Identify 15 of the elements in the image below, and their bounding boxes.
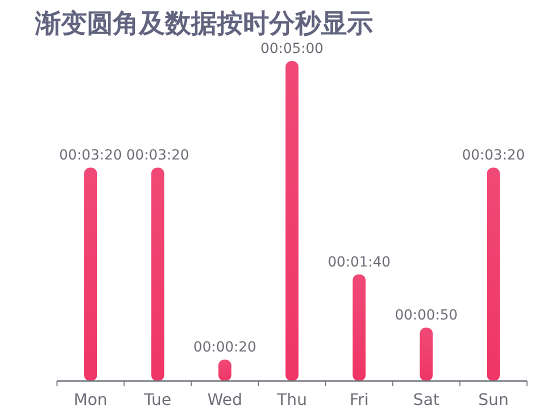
data-label: 00:05:00	[260, 41, 324, 57]
x-tick-label: Thu	[276, 390, 308, 409]
data-label: 00:00:20	[193, 340, 256, 356]
data-label: 00:03:20	[59, 148, 122, 164]
x-tick-label: Sat	[413, 390, 440, 409]
data-label: 00:00:50	[394, 308, 458, 324]
x-tick-label: Fri	[350, 390, 369, 409]
x-tick-label: Mon	[74, 390, 108, 409]
data-label: 00:03:20	[462, 148, 525, 164]
data-label: 00:01:40	[328, 254, 391, 270]
data-label: 00:03:20	[126, 148, 190, 164]
chart-title: 渐变圆角及数据按时分秒显示	[34, 9, 373, 39]
x-tick-label: Sun	[478, 390, 509, 409]
x-tick-label: Tue	[143, 390, 172, 409]
x-tick-label: Wed	[207, 390, 242, 409]
